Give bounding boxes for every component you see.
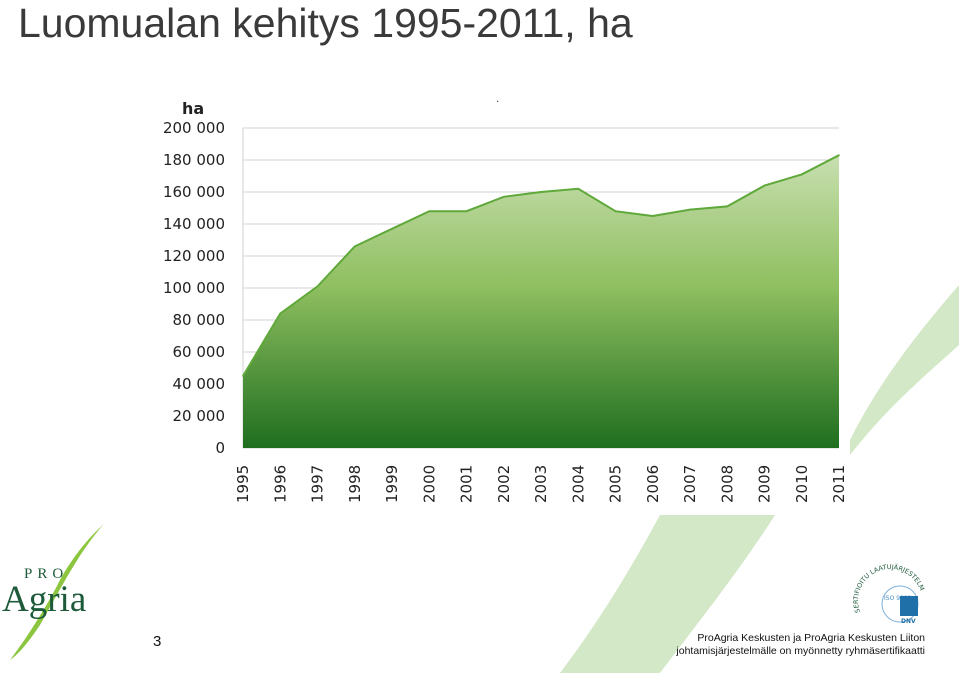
dnv-mark-icon (900, 596, 918, 616)
seal-dnv-text: DNV (901, 618, 916, 625)
y-tick-label: 40 000 (173, 375, 226, 393)
page-title: Luomualan kehitys 1995-2011, ha (18, 0, 633, 46)
y-tick-label: 100 000 (163, 279, 225, 297)
data-point (279, 312, 282, 315)
footer-text: ProAgria Keskusten ja ProAgria Keskusten… (676, 632, 925, 658)
data-point (540, 191, 542, 193)
iso-certification-seal: SERTIFIOITU LAATUJÄRJESTELMÄ ISO 9001 DN… (848, 560, 926, 625)
data-point (726, 205, 729, 208)
data-point (763, 184, 766, 187)
y-tick-label: 180 000 (163, 151, 225, 169)
data-point (502, 196, 505, 198)
x-tick-label: 2009 (756, 465, 774, 503)
data-point (242, 375, 244, 377)
x-tick-label: 2004 (569, 465, 587, 503)
data-point (689, 208, 691, 211)
data-point (614, 210, 617, 212)
x-tick-label: 2003 (532, 465, 550, 503)
x-axis-ticks: 1995 1996 1997 1998 1999 2000 2001 2002 2003 2004… (234, 465, 848, 503)
x-tick-label: 1998 (346, 465, 364, 503)
x-tick-label: 1996 (271, 465, 289, 503)
y-axis-ticks: 0 20 000 40 000 60 000 80 000 100 000 120 000 1… (163, 119, 225, 457)
x-tick-label: 1995 (234, 465, 252, 503)
x-tick-label: 2007 (681, 465, 699, 503)
y-tick-label: 160 000 (163, 183, 225, 201)
x-tick-label: 2002 (495, 465, 513, 503)
page-number: 3 (153, 633, 162, 650)
data-point (651, 215, 654, 217)
x-tick-label: 2005 (607, 465, 625, 503)
x-tick-label: 2000 (420, 465, 438, 503)
footer-line-1: ProAgria Keskusten ja ProAgria Keskusten… (697, 632, 925, 644)
proagria-logo-swoosh (10, 524, 104, 660)
x-tick-label: 2010 (793, 465, 811, 503)
y-tick-label: 140 000 (163, 215, 225, 233)
x-tick-label: 1997 (309, 465, 327, 503)
area-fill (243, 155, 839, 448)
x-tick-label: 2008 (718, 465, 736, 503)
y-tick-label: 120 000 (163, 247, 225, 265)
stray-dot: . (496, 91, 499, 105)
data-point (353, 245, 356, 248)
y-tick-label: 60 000 (173, 343, 226, 361)
footer-line-2: johtamisjärjestelmälle on myönnetty ryhm… (676, 645, 925, 657)
data-point (428, 210, 431, 212)
x-tick-label: 1999 (383, 465, 401, 503)
logo-agria-text: Agria (2, 579, 87, 620)
area-series (242, 154, 840, 448)
x-tick-label: 2011 (830, 465, 848, 503)
x-tick-label: 2001 (458, 465, 476, 503)
area-chart: 0 20 000 40 000 60 000 80 000 100 000 120 000 1… (163, 91, 848, 503)
logo-pro-text: PRO (24, 566, 69, 582)
y-tick-label: 80 000 (173, 311, 226, 329)
data-point (316, 285, 319, 288)
y-axis-unit-label: ha (182, 99, 204, 118)
y-tick-label: 200 000 (163, 119, 225, 137)
data-point (391, 228, 393, 230)
y-tick-label: 0 (215, 439, 225, 457)
data-point (465, 210, 468, 212)
data-point (577, 188, 580, 190)
y-tick-label: 20 000 (173, 407, 226, 425)
data-point (800, 173, 803, 176)
x-tick-label: 2006 (644, 465, 662, 503)
data-point (838, 154, 840, 156)
seal-iso-text: ISO 9001 (884, 595, 912, 602)
